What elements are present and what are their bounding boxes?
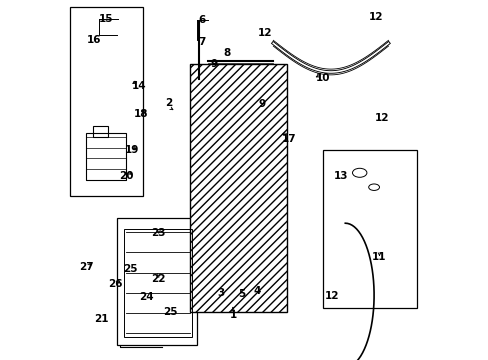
Bar: [189, 64, 286, 312]
Text: 7: 7: [198, 37, 205, 48]
Text: 21: 21: [94, 314, 108, 324]
Text: 10: 10: [315, 73, 329, 84]
Text: 11: 11: [371, 252, 386, 262]
Bar: [70, 7, 142, 196]
Text: 12: 12: [324, 291, 338, 301]
Bar: [322, 150, 416, 308]
Text: 23: 23: [151, 228, 166, 238]
Text: 25: 25: [122, 264, 137, 274]
Text: 6: 6: [198, 15, 205, 25]
Text: 22: 22: [151, 274, 166, 284]
Bar: [86, 133, 125, 180]
Text: 27: 27: [80, 262, 94, 272]
Text: 25: 25: [163, 307, 178, 318]
Text: 3: 3: [217, 288, 224, 298]
Text: 15: 15: [99, 14, 113, 24]
Text: 19: 19: [125, 145, 139, 156]
Text: 8: 8: [223, 48, 230, 58]
Text: 24: 24: [139, 292, 154, 302]
Text: 2: 2: [165, 98, 172, 108]
Text: 1: 1: [229, 310, 236, 320]
Bar: [93, 126, 107, 137]
Text: 26: 26: [108, 279, 122, 289]
Text: 4: 4: [253, 286, 260, 296]
Text: 5: 5: [238, 289, 245, 300]
Text: 12: 12: [258, 28, 272, 38]
Text: 17: 17: [282, 134, 296, 144]
Text: 9: 9: [258, 99, 265, 109]
Text: 20: 20: [119, 171, 133, 181]
Text: 16: 16: [86, 35, 101, 45]
Text: 13: 13: [333, 171, 347, 181]
Text: 14: 14: [132, 81, 146, 91]
Text: 12: 12: [374, 113, 388, 123]
Bar: [117, 218, 197, 345]
Bar: [123, 229, 192, 337]
Text: 18: 18: [133, 109, 148, 120]
Bar: [189, 64, 286, 312]
Text: 9: 9: [210, 59, 217, 69]
Text: 12: 12: [368, 12, 383, 22]
